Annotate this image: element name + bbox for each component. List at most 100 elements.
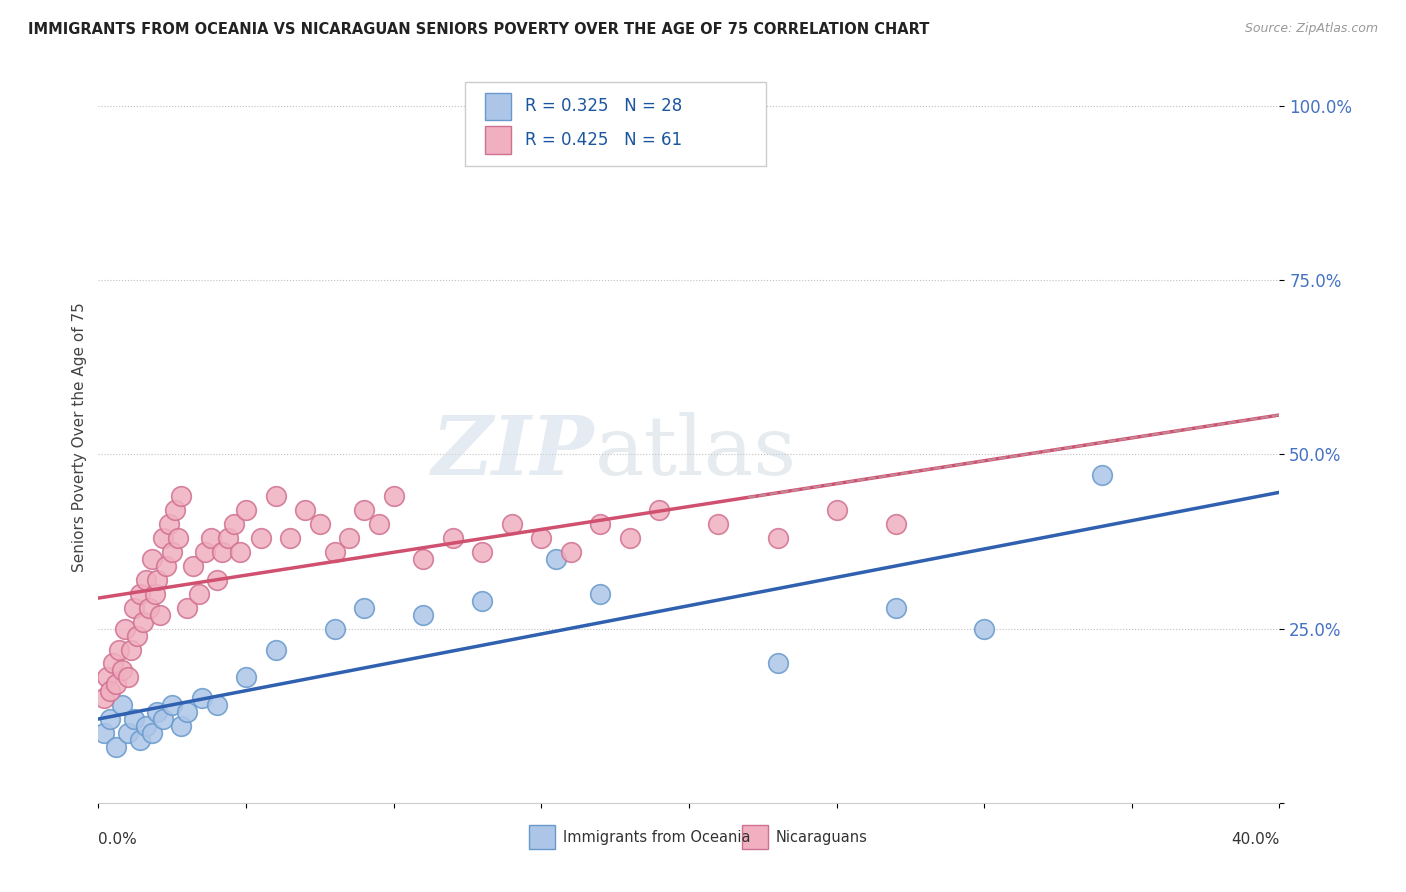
Point	[114, 622, 136, 636]
Point	[167, 531, 190, 545]
Point	[766, 657, 789, 671]
Point	[441, 531, 464, 545]
Point	[309, 517, 332, 532]
Point	[235, 670, 257, 684]
Point	[181, 558, 204, 573]
Point	[152, 531, 174, 545]
Point	[194, 545, 217, 559]
Point	[122, 600, 145, 615]
Text: 0.0%: 0.0%	[98, 832, 138, 847]
Point	[501, 517, 523, 532]
Point	[200, 531, 222, 545]
Point	[471, 545, 494, 559]
Point	[132, 615, 155, 629]
Point	[155, 558, 177, 573]
Point	[176, 600, 198, 615]
Point	[146, 573, 169, 587]
Point	[96, 670, 118, 684]
Point	[323, 622, 346, 636]
Point	[125, 629, 148, 643]
Point	[135, 573, 157, 587]
Text: ZIP: ZIP	[432, 412, 595, 491]
Point	[103, 657, 125, 671]
Point	[235, 503, 257, 517]
Y-axis label: Seniors Poverty Over the Age of 75: Seniors Poverty Over the Age of 75	[72, 302, 87, 572]
Point	[264, 642, 287, 657]
Point	[589, 517, 612, 532]
Point	[143, 587, 166, 601]
Point	[368, 517, 391, 532]
Text: R = 0.325   N = 28: R = 0.325 N = 28	[524, 97, 682, 115]
Point	[105, 677, 128, 691]
Point	[884, 600, 907, 615]
Text: Immigrants from Oceania: Immigrants from Oceania	[562, 830, 749, 845]
Point	[152, 712, 174, 726]
Point	[211, 545, 233, 559]
Point	[382, 489, 405, 503]
Point	[224, 517, 246, 532]
Point	[191, 691, 214, 706]
Point	[205, 573, 228, 587]
Point	[138, 600, 160, 615]
Point	[98, 684, 121, 698]
Text: atlas: atlas	[595, 412, 797, 491]
Point	[264, 489, 287, 503]
Point	[176, 705, 198, 719]
Point	[120, 642, 142, 657]
Point	[250, 531, 273, 545]
Point	[165, 503, 187, 517]
Point	[353, 600, 375, 615]
Point	[117, 670, 139, 684]
Point	[128, 733, 150, 747]
Point	[205, 698, 228, 713]
Point	[229, 545, 252, 559]
Text: 40.0%: 40.0%	[1232, 832, 1279, 847]
Point	[162, 545, 183, 559]
FancyBboxPatch shape	[485, 93, 510, 120]
Point	[187, 587, 209, 601]
Point	[170, 489, 193, 503]
Point	[339, 531, 361, 545]
Point	[825, 503, 848, 517]
Text: IMMIGRANTS FROM OCEANIA VS NICARAGUAN SENIORS POVERTY OVER THE AGE OF 75 CORRELA: IMMIGRANTS FROM OCEANIA VS NICARAGUAN SE…	[28, 22, 929, 37]
Point	[122, 712, 145, 726]
Point	[766, 531, 789, 545]
Point	[619, 531, 641, 545]
FancyBboxPatch shape	[742, 825, 768, 849]
Point	[546, 552, 568, 566]
Point	[170, 719, 193, 733]
FancyBboxPatch shape	[485, 126, 510, 154]
Point	[157, 517, 180, 532]
Point	[108, 642, 131, 657]
Point	[884, 517, 907, 532]
Point	[471, 594, 494, 608]
Point	[648, 503, 671, 517]
Point	[117, 726, 139, 740]
Point	[560, 545, 582, 559]
Point	[111, 664, 134, 678]
Point	[93, 691, 115, 706]
Point	[323, 545, 346, 559]
Point	[217, 531, 239, 545]
Point	[93, 726, 115, 740]
Text: Source: ZipAtlas.com: Source: ZipAtlas.com	[1244, 22, 1378, 36]
Point	[141, 552, 163, 566]
Point	[280, 531, 302, 545]
FancyBboxPatch shape	[530, 825, 555, 849]
FancyBboxPatch shape	[464, 82, 766, 167]
Point	[135, 719, 157, 733]
Point	[412, 552, 434, 566]
Point	[98, 712, 121, 726]
Point	[353, 503, 375, 517]
Point	[294, 503, 316, 517]
Point	[412, 607, 434, 622]
Point	[128, 587, 150, 601]
Point	[973, 622, 995, 636]
Point	[1091, 468, 1114, 483]
Point	[141, 726, 163, 740]
Point	[707, 517, 730, 532]
Point	[162, 698, 183, 713]
Text: Nicaraguans: Nicaraguans	[775, 830, 868, 845]
Point	[111, 698, 134, 713]
Point	[105, 740, 128, 755]
